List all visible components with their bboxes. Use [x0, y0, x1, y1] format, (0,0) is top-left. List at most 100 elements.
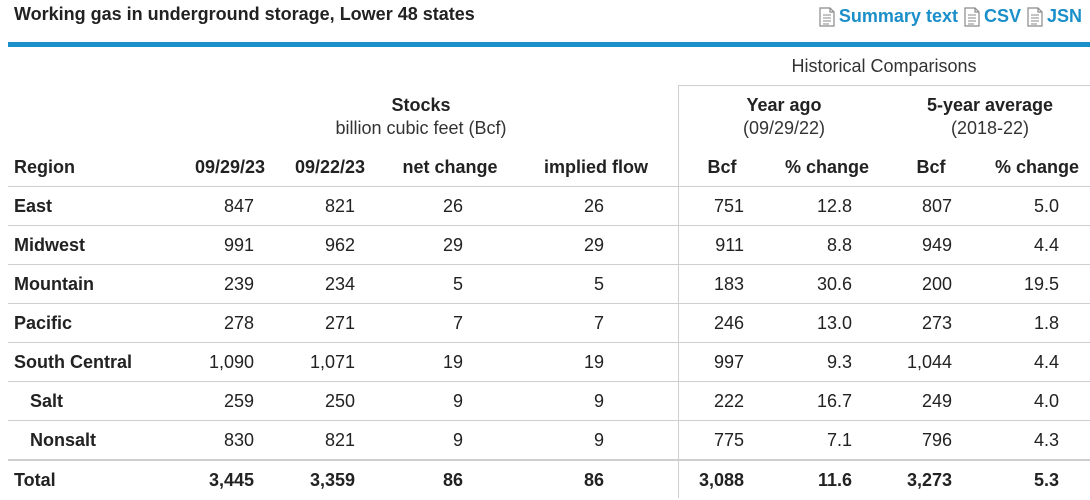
previous-stock: 821 [324, 430, 355, 450]
previous-stock: 271 [324, 313, 355, 333]
previous-stock: 1,071 [309, 352, 355, 372]
stocks-subtitle: billion cubic feet (Bcf) [335, 118, 507, 138]
col-header-previous: 09/22/23 [294, 157, 366, 177]
net-change: 29 [442, 235, 463, 255]
year-ago-pct-change: 30.6 [816, 274, 852, 294]
year-ago-pct-change: 12.8 [816, 196, 852, 216]
col-header-implied-flow: implied flow [543, 157, 648, 177]
download-links: Summary text CSV JSN [813, 6, 1082, 27]
current-stock: 830 [223, 430, 254, 450]
table-row: Nonsalt 830 821 9 9 775 7.1 796 4.3 [8, 421, 1090, 460]
year-ago-pct-change: 8.8 [826, 235, 852, 255]
col-header-avg-pct: % change [994, 157, 1080, 177]
net-change: 9 [452, 391, 463, 411]
current-stock: 239 [223, 274, 254, 294]
five-year-pct-change: 4.3 [1033, 430, 1059, 450]
current-stock: 259 [223, 391, 254, 411]
col-header-avg-bcf: Bcf [916, 157, 946, 177]
five-year-bcf: 807 [921, 196, 952, 216]
column-header-row: Region 09/29/23 09/22/23 net change impl… [8, 148, 1090, 187]
stocks-title: Stocks [391, 95, 451, 115]
net-change: 26 [442, 196, 463, 216]
five-year-pct-change: 4.4 [1033, 235, 1059, 255]
document-icon [964, 6, 980, 27]
total-current: 3,445 [208, 470, 254, 490]
net-change: 9 [452, 430, 463, 450]
current-stock: 278 [223, 313, 254, 333]
five-year-pct-change: 1.8 [1033, 313, 1059, 333]
region-name: Salt [30, 391, 64, 411]
implied-flow: 19 [583, 352, 604, 372]
table-row: Midwest 991 962 29 29 911 8.8 949 4.4 [8, 226, 1090, 265]
five-year-title: 5-year average [926, 95, 1054, 115]
total-implied-flow: 86 [583, 470, 604, 490]
table-row: Salt 259 250 9 9 222 16.7 249 4.0 [8, 382, 1090, 421]
year-ago-bcf: 183 [713, 274, 744, 294]
five-year-bcf: 249 [921, 391, 952, 411]
current-stock: 847 [223, 196, 254, 216]
region-name: Nonsalt [30, 430, 97, 450]
five-year-bcf: 949 [921, 235, 952, 255]
five-year-pct-change: 4.0 [1033, 391, 1059, 411]
five-year-bcf: 200 [921, 274, 952, 294]
five-year-pct-change: 5.0 [1033, 196, 1059, 216]
region-name: East [14, 196, 53, 216]
csv-link[interactable]: CSV [964, 6, 1021, 27]
year-ago-subtitle: (09/29/22) [742, 118, 826, 138]
table-row: Pacific 278 271 7 7 246 13.0 273 1.8 [8, 304, 1090, 343]
summary-text-link[interactable]: Summary text [819, 6, 958, 27]
year-ago-pct-change: 7.1 [826, 430, 852, 450]
year-ago-bcf: 222 [713, 391, 744, 411]
five-year-pct-change: 4.4 [1033, 352, 1059, 372]
region-name: Mountain [14, 274, 94, 294]
region-name: Midwest [14, 235, 86, 255]
document-icon [1027, 6, 1043, 27]
previous-stock: 962 [324, 235, 355, 255]
total-ya-bcf: 3,088 [698, 470, 744, 490]
implied-flow: 5 [593, 274, 604, 294]
implied-flow: 9 [593, 430, 604, 450]
five-year-group-header: 5-year average (2018-22) [890, 94, 1090, 140]
json-link[interactable]: JSN [1027, 6, 1082, 27]
five-year-subtitle: (2018-22) [950, 118, 1030, 138]
total-previous: 3,359 [309, 470, 355, 490]
net-change: 19 [442, 352, 463, 372]
stocks-group-header: Stocks billion cubic feet (Bcf) [290, 94, 552, 140]
total-avg-bcf: 3,273 [906, 470, 952, 490]
column-divider [678, 85, 679, 498]
implied-flow: 9 [593, 391, 604, 411]
document-icon [819, 6, 835, 27]
total-ya-pct: 11.6 [817, 470, 852, 490]
total-label: Total [14, 470, 56, 490]
header-divider [8, 42, 1090, 47]
csv-label: CSV [983, 6, 1021, 26]
year-ago-bcf: 775 [713, 430, 744, 450]
previous-stock: 250 [324, 391, 355, 411]
table-row: Mountain 239 234 5 5 183 30.6 200 19.5 [8, 265, 1090, 304]
five-year-bcf: 796 [921, 430, 952, 450]
total-net-change: 86 [442, 470, 463, 490]
implied-flow: 29 [583, 235, 604, 255]
five-year-bcf: 1,044 [906, 352, 952, 372]
page-title: Working gas in underground storage, Lowe… [14, 4, 475, 24]
table-row: East 847 821 26 26 751 12.8 807 5.0 [8, 187, 1090, 226]
region-name: South Central [14, 352, 133, 372]
col-header-region: Region [14, 157, 75, 177]
year-ago-group-header: Year ago (09/29/22) [684, 94, 884, 140]
year-ago-bcf: 246 [713, 313, 744, 333]
col-header-current: 09/29/23 [194, 157, 266, 177]
implied-flow: 7 [593, 313, 604, 333]
json-label: JSN [1046, 6, 1082, 26]
historical-comparisons-heading: Historical Comparisons [791, 56, 977, 76]
implied-flow: 26 [583, 196, 604, 216]
col-header-ya-bcf: Bcf [707, 157, 737, 177]
col-header-net-change: net change [402, 157, 498, 177]
year-ago-bcf: 751 [713, 196, 744, 216]
year-ago-pct-change: 9.3 [826, 352, 852, 372]
year-ago-pct-change: 13.0 [816, 313, 852, 333]
col-header-ya-pct: % change [784, 157, 870, 177]
region-name: Pacific [14, 313, 73, 333]
current-stock: 991 [223, 235, 254, 255]
previous-stock: 821 [324, 196, 355, 216]
net-change: 5 [452, 274, 463, 294]
